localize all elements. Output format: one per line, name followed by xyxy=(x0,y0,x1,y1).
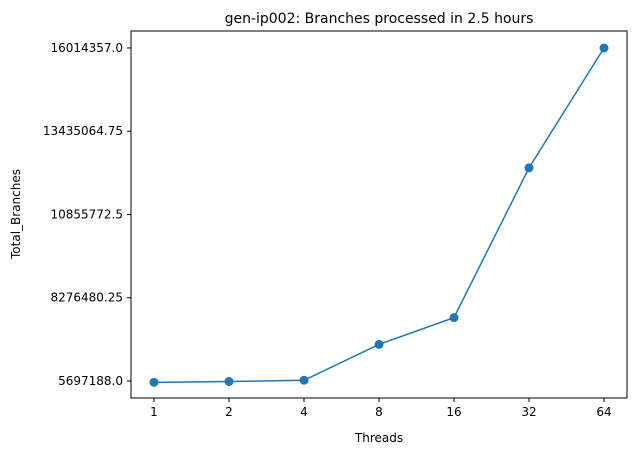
data-point-1 xyxy=(149,377,159,387)
y-tick-label: 16014357.0 xyxy=(50,41,123,55)
data-point-32 xyxy=(524,163,534,173)
x-tick-label: 8 xyxy=(375,405,383,419)
data-point-64 xyxy=(599,43,609,53)
y-tick-label: 5697188.0 xyxy=(58,374,123,388)
data-point-16 xyxy=(449,313,459,323)
x-tick-label: 32 xyxy=(521,405,536,419)
chart-title: gen-ip002: Branches processed in 2.5 hou… xyxy=(225,11,534,27)
y-tick-label: 8276480.25 xyxy=(50,291,123,305)
y-tick-label: 13435064.75 xyxy=(43,124,123,138)
y-axis-label: Total_Branches xyxy=(9,169,23,260)
data-point-2 xyxy=(224,377,234,387)
x-axis-ticks: 1 2 4 8 16 32 64 xyxy=(150,398,612,419)
x-tick-label: 4 xyxy=(300,405,308,419)
x-tick-label: 1 xyxy=(150,405,158,419)
plot-area xyxy=(149,43,609,387)
x-axis-label: Threads xyxy=(354,431,403,445)
y-axis-ticks: 5697188.0 8276480.25 10855772.5 13435064.75… xyxy=(43,41,131,388)
x-tick-label: 16 xyxy=(446,405,461,419)
data-point-8 xyxy=(374,339,384,349)
x-tick-label: 64 xyxy=(596,405,611,419)
y-tick-label: 10855772.5 xyxy=(50,207,123,221)
x-tick-label: 2 xyxy=(225,405,233,419)
data-point-4 xyxy=(299,375,309,385)
